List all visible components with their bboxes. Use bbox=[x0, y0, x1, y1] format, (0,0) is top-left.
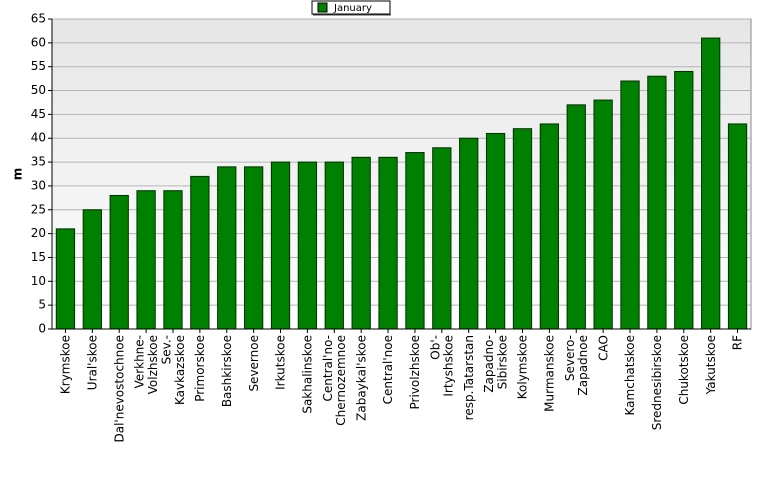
bar bbox=[217, 166, 237, 330]
y-tick-label: 5 bbox=[38, 298, 46, 312]
x-tick-label: Krymskoe bbox=[59, 335, 73, 394]
y-tick-label: 55 bbox=[31, 59, 46, 73]
bar bbox=[620, 80, 640, 330]
x-tick-label: Kolymskoe bbox=[516, 335, 530, 399]
plot-area bbox=[51, 18, 752, 330]
y-tick-label: 40 bbox=[31, 131, 46, 145]
x-tick-label: Srednesibirskoe bbox=[650, 335, 664, 430]
y-tick-label: 20 bbox=[31, 226, 46, 240]
legend-label: January bbox=[333, 3, 372, 14]
y-tick-label: 15 bbox=[31, 250, 46, 264]
bar bbox=[459, 137, 479, 330]
x-tick-label: Verkhne-Volzhskoe bbox=[133, 335, 160, 394]
x-tick-label: Ob'-Irtyshskoe bbox=[428, 335, 455, 397]
x-tick-label: Severnoe bbox=[247, 335, 261, 392]
bar bbox=[674, 70, 694, 330]
legend-box bbox=[311, 0, 391, 15]
bar bbox=[243, 166, 264, 330]
x-tick-label: Dal'nevostochnoe bbox=[112, 335, 126, 443]
x-tick-label: Chukotskoe bbox=[677, 335, 691, 405]
y-axis-title: m bbox=[11, 168, 25, 181]
bar bbox=[163, 190, 183, 330]
bar bbox=[593, 99, 613, 330]
x-tick-label: Sev.-Kavkazskoe bbox=[160, 335, 187, 405]
y-tick-label: 30 bbox=[31, 178, 46, 192]
bar bbox=[351, 156, 371, 330]
bar bbox=[378, 156, 398, 330]
bar bbox=[297, 161, 318, 330]
x-tick-label: Privolzhskoe bbox=[408, 335, 422, 409]
bar bbox=[270, 161, 291, 330]
y-tick-label: 35 bbox=[31, 155, 46, 169]
y-tick-label: 50 bbox=[31, 83, 46, 97]
bar bbox=[136, 190, 156, 330]
y-tick-label: 10 bbox=[31, 274, 46, 288]
x-tick-label: Severo-Zapadnoe bbox=[563, 335, 590, 396]
y-tick-label: 45 bbox=[31, 107, 46, 121]
bar bbox=[647, 75, 667, 330]
bar bbox=[405, 152, 425, 330]
x-tick-label: Ural'skoe bbox=[86, 335, 100, 390]
x-tick-label: Central'noe bbox=[381, 335, 395, 404]
bar bbox=[539, 123, 560, 330]
bar bbox=[512, 128, 533, 330]
x-tick-label: Primorskoe bbox=[193, 335, 207, 402]
x-tick-label: Zabaykal'skoe bbox=[354, 335, 368, 421]
x-tick-label: Central'no-Chernozemnoe bbox=[321, 335, 348, 426]
y-tick-label: 60 bbox=[31, 35, 46, 49]
x-tick-label: resp.Tatarstan bbox=[462, 335, 476, 420]
x-tick-label: Kamchatskoe bbox=[623, 335, 637, 415]
x-tick-label: Sakhalinskoe bbox=[301, 335, 315, 414]
x-tick-label: Irkutskoe bbox=[274, 335, 288, 390]
x-tick-label: Zapadno-Sibirskoe bbox=[482, 335, 509, 393]
x-tick-label: Yakutskoe bbox=[704, 335, 718, 395]
x-tick-label: Bashkirskoe bbox=[220, 335, 234, 407]
legend: January bbox=[311, 0, 391, 16]
x-tick-label: Murmanskoe bbox=[543, 335, 557, 412]
x-tick-label: CAO bbox=[596, 335, 610, 361]
bar bbox=[701, 37, 721, 330]
x-tick-label: RF bbox=[731, 335, 745, 350]
bar bbox=[324, 161, 344, 330]
bar bbox=[485, 132, 506, 330]
y-tick-label: 65 bbox=[31, 12, 46, 26]
bar bbox=[432, 147, 452, 330]
bar bbox=[727, 123, 748, 330]
y-tick-label: 25 bbox=[31, 202, 46, 216]
y-tick-label: 0 bbox=[38, 322, 46, 336]
bar bbox=[55, 228, 76, 330]
bar bbox=[82, 209, 102, 330]
bar bbox=[190, 175, 210, 330]
bar bbox=[566, 104, 586, 330]
bar bbox=[109, 194, 129, 330]
legend-swatch bbox=[317, 2, 328, 13]
